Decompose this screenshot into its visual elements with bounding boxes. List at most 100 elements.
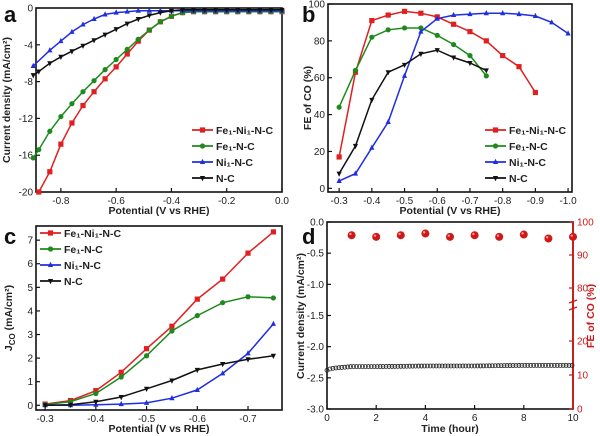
current-point <box>460 363 466 369</box>
marker-triangle-down <box>42 403 48 409</box>
current-point <box>362 364 368 370</box>
marker-triangle-down <box>279 7 285 14</box>
marker-triangle-up <box>401 72 408 78</box>
marker-triangle-up <box>47 261 54 267</box>
panel-a: -0.8 -0.6 -0.4 -0.2 0.0 0 -4 -8 -12 -16 -20 Potenti… <box>1 2 289 217</box>
marker-circle <box>385 27 391 33</box>
marker-circle <box>124 46 130 53</box>
plot-frame <box>327 3 573 193</box>
legend-label: Fe₁-Ni₁-N-C <box>509 125 567 137</box>
marker-triangle-down <box>224 7 230 14</box>
series-fe1-n-c: Fe₁-N-C <box>30 9 285 161</box>
current-point <box>386 364 392 369</box>
y-tick-label: -0.5 <box>307 249 325 260</box>
marker-triangle-up <box>483 10 489 16</box>
fe-point <box>569 232 577 241</box>
current-point <box>395 363 401 369</box>
current-point <box>392 363 398 369</box>
y-tick-label: 0 <box>27 401 33 412</box>
marker-square <box>401 8 408 14</box>
marker-triangle-up <box>532 12 538 18</box>
x-tick-label: -0.6 <box>189 414 207 425</box>
current-point <box>368 364 374 370</box>
current-point <box>457 363 463 369</box>
marker-triangle-up <box>199 158 206 164</box>
marker-triangle-up <box>369 144 375 150</box>
marker-square <box>80 102 86 109</box>
marker-triangle-down <box>143 386 150 392</box>
panel-letter: c <box>4 224 16 249</box>
marker-triangle-down <box>270 353 276 359</box>
y-right-tick-label: 0 <box>577 405 583 416</box>
marker-circle <box>58 113 64 120</box>
x-tick-label: -0.7 <box>239 414 257 425</box>
x-tick-label: -0.9 <box>527 196 545 207</box>
current-point <box>489 363 495 369</box>
marker-triangle-up <box>336 177 342 183</box>
legend-label: Ni₁-N-C <box>216 157 253 169</box>
marker-square <box>36 189 42 195</box>
current-point <box>416 363 421 369</box>
marker-circle <box>168 13 175 19</box>
marker-triangle-down <box>257 7 263 14</box>
marker-triangle-down <box>102 32 108 38</box>
marker-square <box>194 296 200 302</box>
x-axis-label: Potential (V vs RHE) <box>109 423 210 435</box>
fe-point-highlight <box>546 236 549 239</box>
marker-square <box>467 29 473 35</box>
marker-triangle-down <box>113 27 119 33</box>
x-tick-label: -0.4 <box>363 196 381 207</box>
marker-triangle-up <box>118 400 124 407</box>
marker-triangle-up <box>434 15 440 21</box>
marker-square <box>47 169 53 175</box>
current-point <box>560 362 566 368</box>
x-tick-label: 10 <box>567 413 579 424</box>
x-tick-label: -0.4 <box>87 414 105 425</box>
fe-point <box>421 229 430 238</box>
marker-triangle-down <box>157 10 163 16</box>
current-point <box>478 363 483 369</box>
current-point <box>354 364 359 370</box>
current-point <box>371 364 377 370</box>
y-tick-label: -8 <box>24 77 33 88</box>
marker-triangle-up <box>500 10 506 16</box>
marker-triangle-up <box>565 30 571 36</box>
x-axis-label: Potential (V vs RHE) <box>400 205 501 217</box>
fe-point-highlight <box>373 234 377 237</box>
current-point <box>333 365 339 371</box>
series-n-c: N-C <box>40 276 276 409</box>
marker-square <box>418 10 424 16</box>
marker-square <box>369 17 375 24</box>
marker-square <box>143 346 150 352</box>
current-point <box>484 363 489 369</box>
current-point <box>330 365 336 371</box>
marker-square <box>220 276 226 282</box>
marker-triangle-down <box>168 8 175 14</box>
marker-triangle-up <box>245 350 251 356</box>
fe-point-highlight <box>570 234 573 237</box>
marker-square <box>500 53 506 59</box>
series-line <box>45 323 274 407</box>
marker-square <box>483 38 489 44</box>
marker-triangle-up <box>69 28 75 34</box>
current-point <box>569 362 575 368</box>
panel-letter: d <box>302 224 315 249</box>
series-ni1-n-c: Ni₁-N-C <box>40 260 276 408</box>
current-point <box>348 364 354 370</box>
x-tick-label: -0.5 <box>138 414 156 425</box>
y-tick-label: 1 <box>27 377 33 388</box>
marker-square <box>516 64 522 70</box>
marker-triangle-down <box>36 69 42 75</box>
series-fe1-n-c: Fe₁-N-C <box>336 25 548 153</box>
marker-triangle-down <box>220 362 226 368</box>
marker-circle <box>102 67 108 73</box>
y-tick-label: -1.5 <box>307 311 325 322</box>
current-point <box>554 362 560 368</box>
y-right-tick-label: 20 <box>577 337 589 348</box>
fe-point-highlight <box>349 232 352 236</box>
marker-square <box>69 120 75 126</box>
y-right-tick-label: 10 <box>577 371 589 382</box>
marker-triangle-down <box>199 176 206 182</box>
y-tick-label: 100 <box>308 0 325 11</box>
marker-triangle-down <box>30 73 36 79</box>
